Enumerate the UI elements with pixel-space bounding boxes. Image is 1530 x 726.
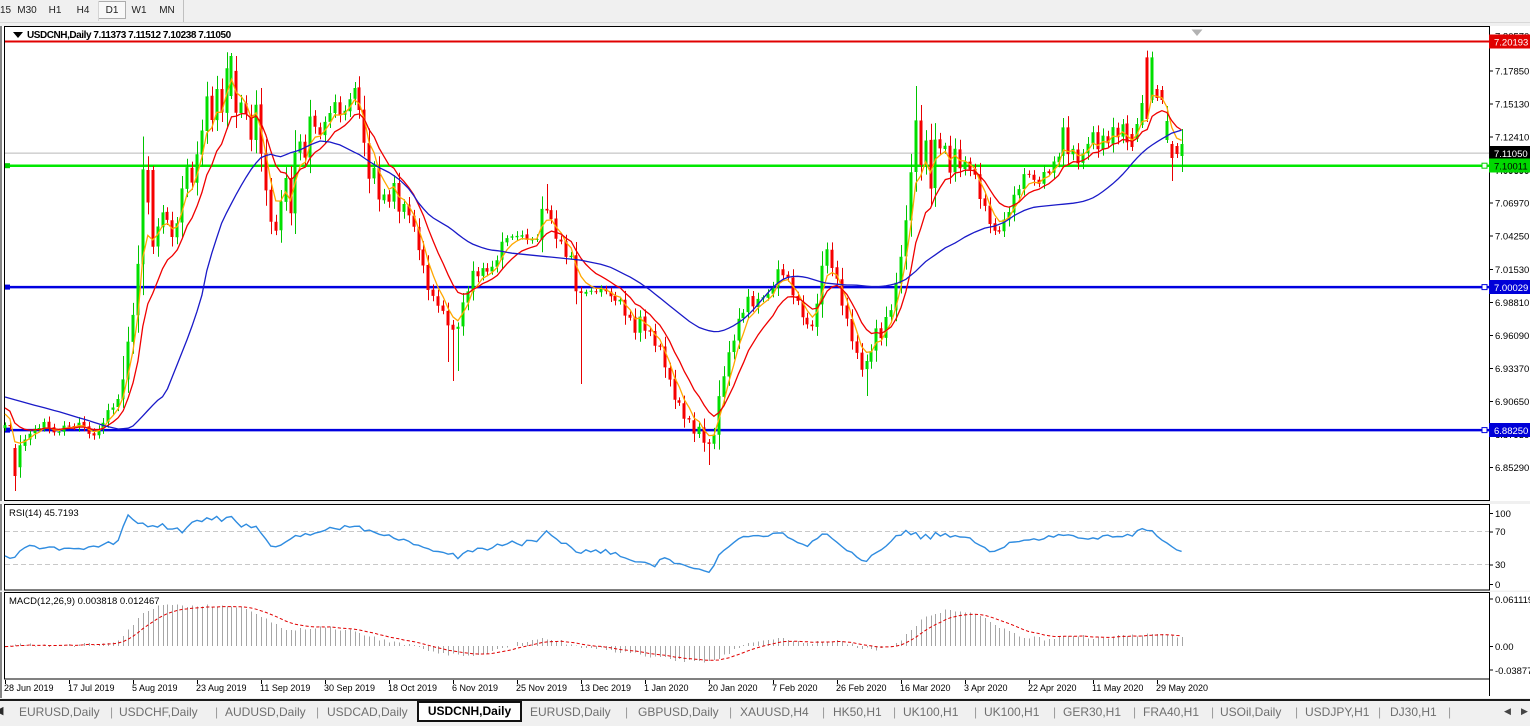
svg-text:30 Sep 2019: 30 Sep 2019 (324, 683, 375, 693)
svg-text:18 Oct 2019: 18 Oct 2019 (388, 683, 437, 693)
svg-text:6.85290: 6.85290 (1495, 463, 1529, 474)
svg-text:7.06970: 7.06970 (1495, 199, 1529, 210)
svg-text:3 Apr 2020: 3 Apr 2020 (964, 683, 1008, 693)
svg-text:0.00: 0.00 (1495, 642, 1514, 653)
svg-text:70: 70 (1495, 527, 1506, 538)
svg-text:29 May 2020: 29 May 2020 (1156, 683, 1208, 693)
svg-text:25 Nov 2019: 25 Nov 2019 (516, 683, 567, 693)
svg-text:30: 30 (1495, 560, 1506, 571)
svg-text:0: 0 (1495, 580, 1500, 591)
svg-text:7.17850: 7.17850 (1495, 67, 1529, 78)
svg-text:11 Sep 2019: 11 Sep 2019 (260, 683, 310, 693)
svg-text:28 Jun 2019: 28 Jun 2019 (4, 683, 54, 693)
svg-text:-0.03877: -0.03877 (1495, 666, 1530, 677)
svg-text:7.10011: 7.10011 (1494, 162, 1528, 173)
svg-text:20 Jan 2020: 20 Jan 2020 (708, 683, 758, 693)
svg-text:6.93370: 6.93370 (1495, 364, 1529, 375)
svg-text:7 Feb 2020: 7 Feb 2020 (772, 683, 818, 693)
svg-text:7.04250: 7.04250 (1495, 232, 1529, 243)
svg-text:16 Mar 2020: 16 Mar 2020 (900, 683, 951, 693)
svg-text:7.00029: 7.00029 (1494, 283, 1528, 294)
svg-text:6.96090: 6.96090 (1495, 331, 1529, 342)
svg-text:6.98810: 6.98810 (1495, 298, 1529, 309)
svg-text:RSI(14) 45.7193: RSI(14) 45.7193 (9, 508, 79, 519)
svg-text:1 Jan 2020: 1 Jan 2020 (644, 683, 689, 693)
svg-text:6.88250: 6.88250 (1494, 426, 1528, 437)
svg-text:22 Apr 2020: 22 Apr 2020 (1028, 683, 1077, 693)
svg-text:11 May 2020: 11 May 2020 (1092, 683, 1143, 693)
svg-text:7.20193: 7.20193 (1494, 38, 1528, 49)
svg-text:USDCNH,Daily 7.11373 7.11512: USDCNH,Daily 7.11373 7.11512 7.10238 7.1… (27, 30, 232, 41)
svg-text:0.061119: 0.061119 (1495, 595, 1530, 606)
svg-text:100: 100 (1495, 509, 1511, 520)
svg-text:MACD(12,26,9) 0.003818 0.01246: MACD(12,26,9) 0.003818 0.012467 (9, 596, 160, 607)
svg-text:13 Dec 2019: 13 Dec 2019 (580, 683, 631, 693)
svg-text:7.15130: 7.15130 (1495, 100, 1529, 111)
svg-text:7.01530: 7.01530 (1495, 265, 1529, 276)
svg-text:7.11050: 7.11050 (1494, 149, 1528, 160)
svg-text:17 Jul 2019: 17 Jul 2019 (68, 683, 115, 693)
svg-text:6 Nov 2019: 6 Nov 2019 (452, 683, 498, 693)
svg-text:23 Aug 2019: 23 Aug 2019 (196, 683, 247, 693)
svg-text:26 Feb 2020: 26 Feb 2020 (836, 683, 887, 693)
svg-text:5 Aug 2019: 5 Aug 2019 (132, 683, 178, 693)
svg-text:7.12410: 7.12410 (1495, 133, 1529, 144)
svg-text:6.90650: 6.90650 (1495, 397, 1529, 408)
